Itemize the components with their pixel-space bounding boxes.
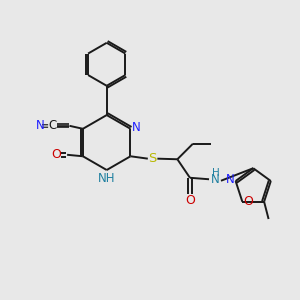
Text: O: O bbox=[52, 148, 61, 161]
Text: N: N bbox=[226, 173, 235, 186]
Text: O: O bbox=[243, 195, 253, 208]
Text: N: N bbox=[211, 173, 220, 186]
Text: N: N bbox=[131, 121, 140, 134]
Text: C: C bbox=[48, 119, 57, 132]
Text: S: S bbox=[148, 152, 156, 165]
Text: ≡: ≡ bbox=[41, 121, 49, 131]
Text: O: O bbox=[185, 194, 195, 207]
Text: H: H bbox=[212, 168, 220, 178]
Text: NH: NH bbox=[98, 172, 116, 185]
Text: N: N bbox=[36, 119, 45, 132]
